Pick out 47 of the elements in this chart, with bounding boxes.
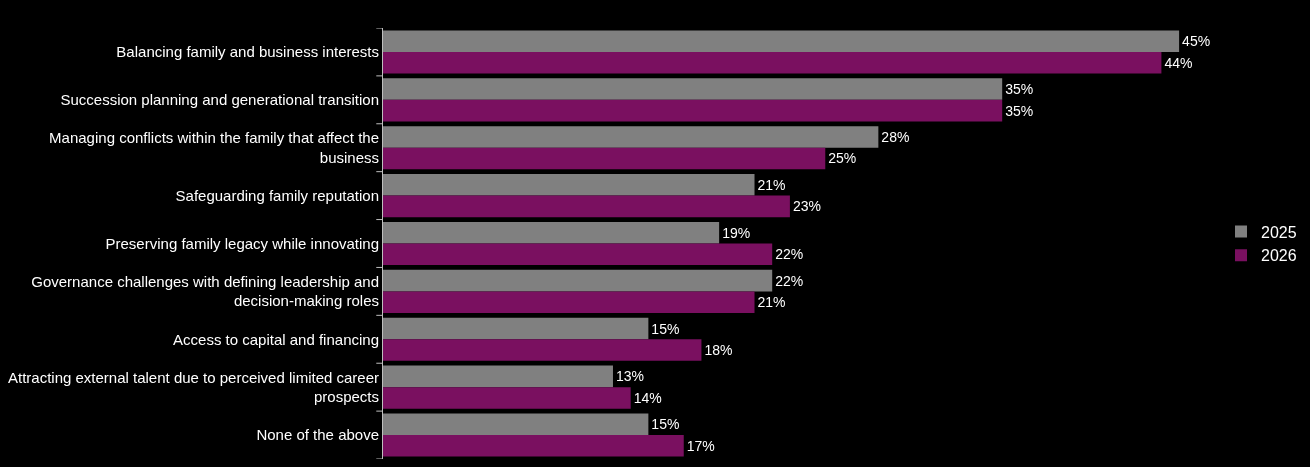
data-label: 13% — [615, 368, 645, 385]
data-label: 35% — [1005, 81, 1034, 98]
data-label: 15% — [651, 416, 680, 433]
data-label: 45% — [1182, 33, 1211, 50]
data-label: 44% — [1164, 54, 1193, 71]
y-tick-label: Preserving family legacy while innovating — [105, 234, 379, 252]
data-label: 25% — [828, 150, 857, 167]
legend-label: 2025 — [1261, 223, 1297, 241]
data-label: 15% — [651, 320, 680, 337]
data-label: 17% — [686, 437, 715, 454]
bar — [383, 243, 773, 266]
data-label: 22% — [775, 246, 804, 263]
bar — [383, 221, 720, 244]
data-label: 19% — [722, 224, 751, 241]
data-label: 22% — [775, 272, 804, 289]
data-label: 28% — [881, 128, 910, 145]
bar — [383, 365, 613, 388]
bar — [383, 78, 1003, 100]
data-label: 21% — [757, 176, 786, 193]
y-tick-label: Governance challenges with defining leadership and decision-making roles — [31, 272, 379, 310]
y-tick-label: Access to capital and financing — [173, 330, 379, 348]
bar — [383, 387, 631, 409]
bar — [383, 174, 755, 196]
bar — [383, 30, 1180, 52]
bar — [383, 269, 773, 292]
y-tick-label: Safeguarding family reputation — [175, 186, 379, 204]
bar — [383, 435, 684, 457]
bar — [383, 51, 1162, 74]
data-label: 23% — [792, 198, 821, 215]
data-label: 21% — [757, 294, 786, 311]
bar — [383, 413, 649, 436]
data-label: 14% — [633, 389, 662, 406]
bar — [383, 339, 702, 361]
bar — [383, 291, 755, 313]
bar — [383, 195, 790, 218]
y-tick-label: Attracting external talent due to perceived limited career prospects — [7, 368, 379, 406]
y-tick-label: Balancing family and business interests — [116, 43, 379, 61]
bar — [383, 147, 826, 170]
data-label: 35% — [1005, 102, 1034, 119]
y-tick-label: Succession planning and generational transition — [60, 91, 379, 109]
y-tick-label: Managing conflicts within the family that affect the business — [49, 129, 379, 166]
data-label: 18% — [704, 342, 733, 359]
legend-label: 2026 — [1261, 247, 1297, 265]
bar — [383, 126, 879, 148]
y-tick-label: None of the above — [256, 426, 379, 444]
bar — [383, 317, 649, 340]
bar — [383, 99, 1003, 122]
